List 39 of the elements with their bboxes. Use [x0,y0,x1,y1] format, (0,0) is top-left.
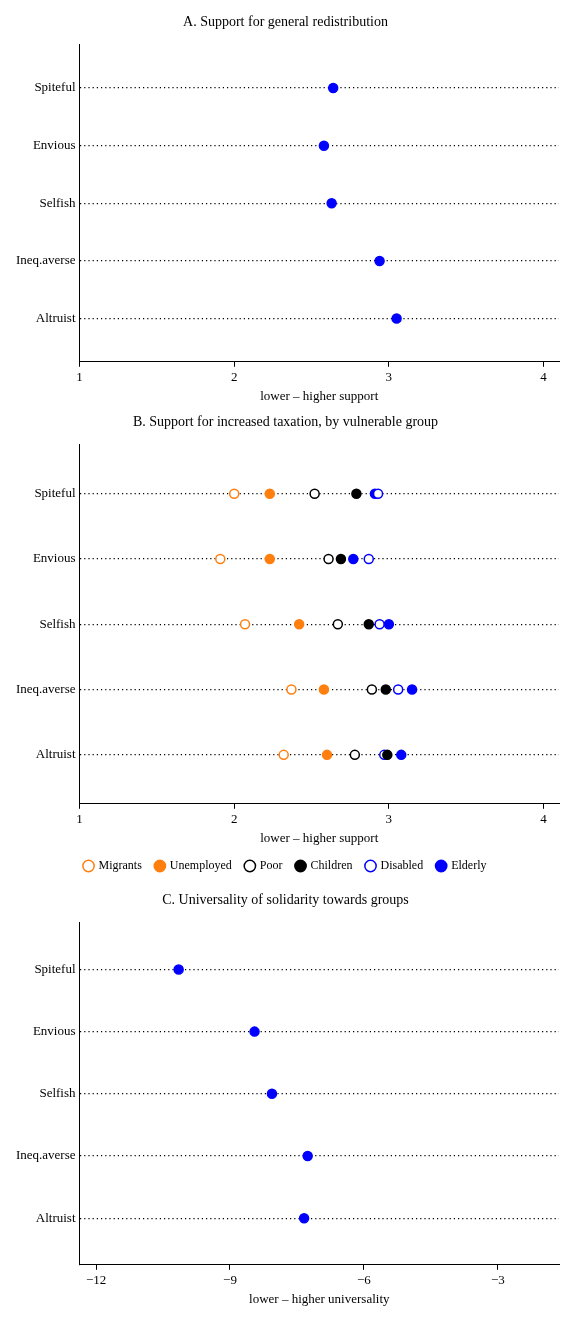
y-tick-label: Altruist [35,746,76,762]
y-tick-label: Altruist [35,309,76,325]
y-tick-label: Envious [32,1023,76,1039]
x-tick-label: −12 [85,1272,107,1288]
legend-label: Poor [259,858,283,873]
x-tick-label: 1 [76,369,83,385]
legend-label: Children [310,858,353,873]
legend-label: Elderly [451,858,487,873]
x-tick-label: −6 [356,1272,372,1288]
legend-label: Migrants [98,858,143,873]
chart-title: C. Universality of solidarity towards groups [162,892,409,908]
x-tick-label: 1 [76,811,83,827]
x-tick-label: 3 [385,811,393,827]
x-axis-title: lower – higher universality [249,1290,390,1306]
y-tick-label: Envious [32,137,76,153]
y-tick-label: Spiteful [34,79,76,95]
y-tick-label: Spiteful [34,960,76,976]
y-tick-label: Ineq.averse [15,252,76,268]
y-tick-label: Ineq.averse [15,680,76,696]
x-tick-label: −9 [223,1272,237,1288]
x-tick-label: 4 [540,369,548,385]
y-tick-label: Altruist [35,1209,76,1225]
x-axis-title: lower – higher support [260,387,379,403]
x-tick-label: 3 [385,369,393,385]
chart-title: B. Support for increased taxation, by vulnerable group [132,414,439,430]
x-tick-label: 2 [230,369,238,385]
y-tick-label: Spiteful [34,485,76,501]
x-tick-label: −3 [490,1272,505,1288]
legend-label: Disabled [380,858,424,873]
x-axis-title: lower – higher support [260,829,379,845]
y-tick-label: Selfish [39,1085,77,1101]
y-tick-label: Envious [32,550,76,566]
y-tick-label: Selfish [39,194,77,210]
chart-title: A. Support for general redistribution [183,14,388,30]
legend-label: Unemployed [169,858,232,873]
y-tick-label: Selfish [39,615,77,631]
x-tick-label: 4 [540,811,548,827]
y-tick-label: Ineq.averse [15,1147,76,1163]
x-tick-label: 2 [230,811,238,827]
